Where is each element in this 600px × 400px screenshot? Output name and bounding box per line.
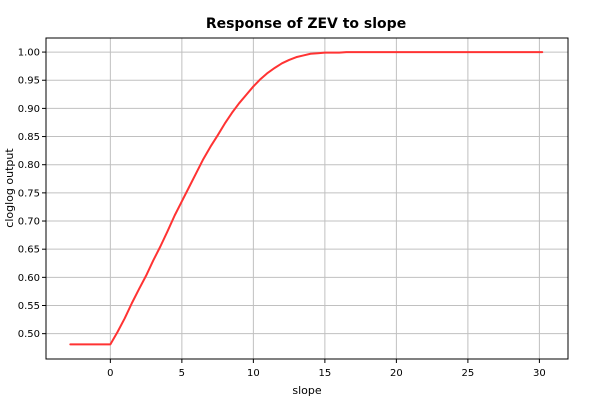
y-axis-label: cloglog output xyxy=(3,148,16,228)
series-line xyxy=(69,51,544,346)
x-tick-label: 0 xyxy=(107,368,113,379)
grid-lines xyxy=(46,38,568,359)
tick-layer: 0 5 10 15 20 25 30 0.50 0.55 0.60 0.65 0.70 0.75 0.80… xyxy=(18,48,546,379)
y-tick-label: 0.65 xyxy=(18,245,40,256)
y-tick-label: 0.95 xyxy=(18,76,40,87)
x-tick-label: 30 xyxy=(533,368,546,379)
x-tick-label: 10 xyxy=(247,368,260,379)
series-layer xyxy=(69,51,544,346)
y-tick-label: 0.50 xyxy=(18,329,40,340)
x-tick-label: 15 xyxy=(319,368,332,379)
x-tick-label: 5 xyxy=(179,368,185,379)
chart-title: Response of ZEV to slope xyxy=(206,16,406,32)
y-tick-label: 0.55 xyxy=(18,301,40,312)
y-tick-label: 0.70 xyxy=(18,217,40,228)
x-tick-label: 25 xyxy=(462,368,475,379)
y-tick-label: 0.60 xyxy=(18,273,40,284)
plot-area xyxy=(46,38,568,359)
y-tick-label: 0.75 xyxy=(18,188,40,199)
plot-border xyxy=(45,37,569,360)
y-tick-label: 1.00 xyxy=(18,48,40,59)
y-tick-label: 0.80 xyxy=(18,160,40,171)
x-axis-label: slope xyxy=(292,384,321,397)
y-tick-label: 0.90 xyxy=(18,104,40,115)
x-tick-label: 20 xyxy=(390,368,403,379)
y-tick-label: 0.85 xyxy=(18,132,40,143)
